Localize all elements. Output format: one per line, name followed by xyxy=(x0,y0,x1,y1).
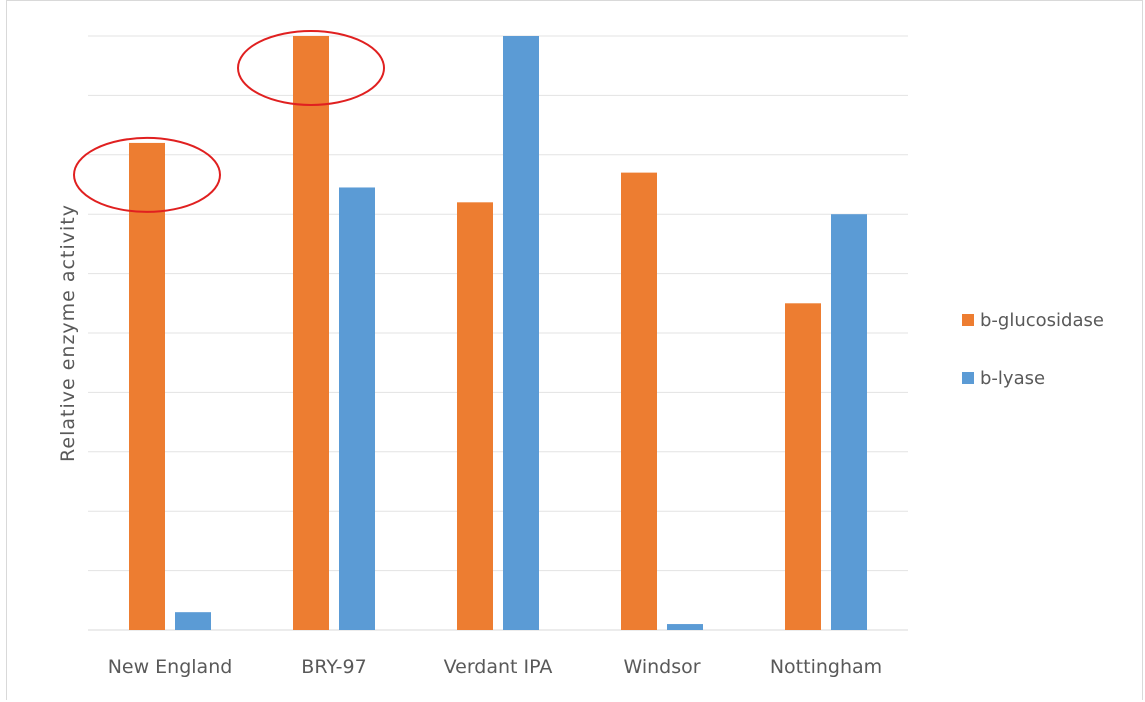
legend: b-glucosidase b-lyase xyxy=(962,310,1104,389)
x-tick-label: Nottingham xyxy=(770,656,882,678)
x-tick-labels: New England BRY-97 Verdant IPA Windsor Notti… xyxy=(108,656,882,678)
chart-frame xyxy=(6,0,1143,700)
bar-b-lyase-bry-97 xyxy=(339,187,375,630)
bar-b-lyase-windsor xyxy=(667,624,703,630)
bar-b-glucosidase-nottingham xyxy=(785,303,821,630)
bar-b-glucosidase-verdant-ipa xyxy=(457,202,493,630)
bar-b-lyase-new-england xyxy=(175,612,211,630)
highlight-ellipse xyxy=(237,30,385,106)
x-tick-label: Verdant IPA xyxy=(444,656,553,678)
x-tick-label: BRY-97 xyxy=(301,656,366,678)
bar-b-glucosidase-windsor xyxy=(621,172,657,630)
bar-b-glucosidase-bry-97 xyxy=(293,36,329,630)
bar-b-lyase-nottingham xyxy=(831,214,867,630)
x-tick-label: Windsor xyxy=(623,656,700,678)
legend-label: b-glucosidase xyxy=(980,310,1104,331)
bar-b-lyase-verdant-ipa xyxy=(503,36,539,630)
legend-label: b-lyase xyxy=(980,368,1045,389)
x-tick-label: New England xyxy=(108,656,233,678)
bar-b-glucosidase-new-england xyxy=(129,142,165,631)
annotations xyxy=(73,30,385,213)
legend-swatch xyxy=(962,314,974,326)
legend-swatch xyxy=(962,372,974,384)
highlight-ellipse xyxy=(73,136,221,213)
bars xyxy=(129,36,867,631)
y-axis-title: Relative enzyme activity xyxy=(57,204,79,462)
gridlines xyxy=(88,35,908,631)
